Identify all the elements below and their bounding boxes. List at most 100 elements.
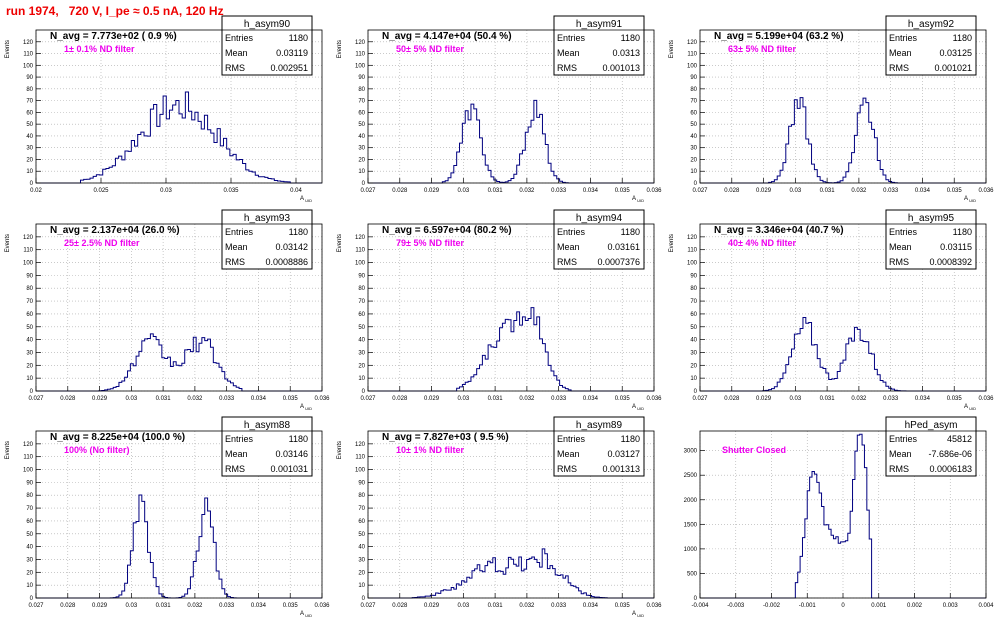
- stats-value: 0.0006183: [929, 464, 972, 474]
- stats-title: h_asym94: [576, 213, 623, 224]
- x-tick-label: -0.004: [691, 603, 709, 609]
- x-tick-label: 0.034: [251, 396, 267, 402]
- y-tick-label: 80: [358, 286, 365, 292]
- x-tick-label: 0.032: [187, 603, 203, 609]
- stats-key: Entries: [557, 227, 586, 237]
- page-title: run 1974, 720 V, I_pe ≈ 0.5 nA, 120 Hz: [6, 4, 224, 18]
- x-axis-label: A UID: [632, 611, 644, 618]
- y-tick-label: 100: [355, 261, 366, 267]
- histogram-pad-h_asym90: 0.02 0.025 0.03 0.035 0.04 0 10 20 30 40 50 60 70 80 9…: [0, 14, 332, 221]
- x-axis-label: A UID: [300, 611, 312, 618]
- y-axis-label: Events: [5, 234, 11, 252]
- y-tick-label: 120: [687, 40, 698, 46]
- histogram-pad-h_asym93: 0.027 0.028 0.029 0.03 0.031 0.032 0.033 0.034 0…: [0, 208, 332, 415]
- x-tick-label: 0.03: [125, 396, 137, 402]
- y-tick-label: 50: [690, 122, 697, 128]
- x-tick-label: 0.025: [93, 188, 109, 194]
- x-axis-label: A UID: [300, 196, 312, 203]
- y-tick-label: 50: [26, 532, 33, 538]
- y-tick-label: 60: [26, 110, 33, 116]
- y-tick-label: 110: [23, 52, 33, 58]
- histogram-svg: -0.004 -0.003 -0.002 -0.001 0 0.001 0.002 0.003…: [684, 416, 994, 609]
- x-tick-label: 0.02: [30, 188, 42, 194]
- x-tick-label: 0.035: [615, 396, 631, 402]
- y-tick-label: 60: [358, 519, 365, 525]
- x-tick-label: 0.031: [820, 188, 836, 194]
- x-tick-label: -0.002: [763, 603, 781, 609]
- summary-text: N_avg = 7.773e+02 ( 0.9 %): [50, 31, 177, 42]
- y-tick-label: 110: [23, 455, 33, 461]
- y-tick-label: 0: [694, 596, 698, 602]
- y-tick-label: 70: [690, 299, 697, 305]
- y-tick-label: 100: [687, 261, 698, 267]
- filter-label: 100% (No filter): [64, 445, 130, 455]
- y-tick-label: 120: [23, 442, 34, 448]
- y-tick-label: 90: [26, 273, 33, 279]
- stats-key: Mean: [889, 449, 912, 459]
- filter-label: 1± 0.1% ND filter: [64, 44, 135, 54]
- y-tick-label: 90: [358, 480, 365, 486]
- x-tick-label: 0.031: [156, 603, 172, 609]
- y-tick-label: 1000: [684, 547, 698, 553]
- x-tick-label: 0.028: [392, 188, 408, 194]
- plot-frame: [367, 29, 655, 184]
- stats-value: 1180: [621, 227, 640, 237]
- y-axis-label: Events: [669, 234, 675, 252]
- x-tick-label: 0.036: [646, 603, 662, 609]
- x-tick-label: 0.028: [392, 603, 408, 609]
- y-tick-label: 110: [355, 248, 365, 254]
- x-tick-label: 0.027: [28, 396, 44, 402]
- x-tick-label: 0.031: [488, 603, 504, 609]
- x-tick-label: 0.028: [60, 603, 76, 609]
- histogram-pad-h_asym92: 0.027 0.028 0.029 0.03 0.031 0.032 0.033 0.034 0…: [664, 14, 996, 221]
- x-tick-label: 0.03: [457, 603, 469, 609]
- x-axis-label: A UID: [964, 196, 976, 203]
- y-axis-label: Events: [337, 234, 343, 252]
- x-tick-label: 0.035: [947, 396, 963, 402]
- x-axis-label-sub: UID: [304, 198, 312, 203]
- stats-key: Entries: [889, 33, 918, 43]
- y-tick-label: 120: [23, 40, 34, 46]
- stats-value: 0.001021: [934, 63, 972, 73]
- filter-label: 25± 2.5% ND filter: [64, 238, 140, 248]
- stats-key: Mean: [557, 48, 580, 58]
- x-tick-label: 0.03: [125, 603, 137, 609]
- stats-key: RMS: [557, 464, 577, 474]
- y-tick-label: 0: [694, 181, 698, 187]
- stats-box: [221, 209, 313, 270]
- y-tick-label: 120: [355, 442, 366, 448]
- x-axis-label: A UID: [632, 404, 644, 411]
- x-tick-label: 0.029: [756, 188, 772, 194]
- y-tick-label: 50: [690, 325, 697, 331]
- y-tick-label: 70: [26, 506, 33, 512]
- y-tick-label: 20: [26, 157, 33, 163]
- x-tick-label: 0.004: [978, 603, 994, 609]
- stats-key: RMS: [557, 257, 577, 267]
- y-tick-label: 50: [26, 325, 33, 331]
- filter-label: 79± 5% ND filter: [396, 238, 464, 248]
- x-tick-label: -0.001: [799, 603, 817, 609]
- histogram-svg: 0.027 0.028 0.029 0.03 0.031 0.032 0.033 0.034 0…: [337, 15, 662, 203]
- y-tick-label: 0: [362, 596, 366, 602]
- y-tick-label: 70: [358, 506, 365, 512]
- y-tick-label: 30: [358, 146, 365, 152]
- histogram-series-h_asym92: [700, 97, 986, 184]
- stats-key: Entries: [557, 434, 586, 444]
- histogram-svg: 0.027 0.028 0.029 0.03 0.031 0.032 0.033 0.034 0…: [337, 416, 662, 618]
- stats-value: 1180: [621, 33, 640, 43]
- histogram-pad-h_asym91: 0.027 0.028 0.029 0.03 0.031 0.032 0.033 0.034 0…: [332, 14, 664, 221]
- x-tick-label: 0.034: [583, 396, 599, 402]
- stats-value: 0.001313: [602, 464, 640, 474]
- x-tick-label: 0.036: [646, 188, 662, 194]
- y-tick-label: 500: [687, 571, 698, 577]
- y-tick-label: 60: [26, 519, 33, 525]
- y-tick-label: 10: [358, 583, 365, 589]
- y-tick-label: 60: [26, 312, 33, 318]
- y-tick-label: 20: [26, 570, 33, 576]
- stats-value: 0.0313: [612, 48, 640, 58]
- summary-text: N_avg = 7.827e+03 ( 9.5 %): [382, 432, 509, 443]
- y-tick-label: 30: [358, 350, 365, 356]
- x-tick-label: 0.029: [92, 396, 108, 402]
- stats-title: h_asym95: [908, 213, 955, 224]
- x-axis-label-sub: UID: [636, 613, 644, 618]
